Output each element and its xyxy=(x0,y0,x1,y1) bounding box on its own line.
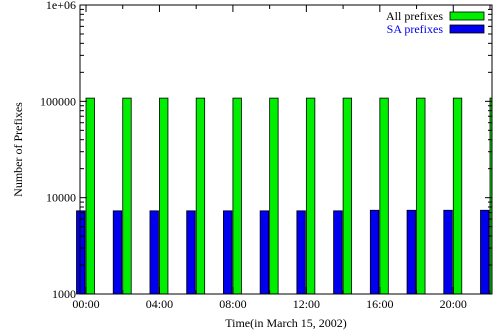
bar-all-prefixes xyxy=(343,98,352,294)
bar-all-prefixes xyxy=(233,98,242,294)
y-tick-label: 100000 xyxy=(40,94,76,108)
y-tick-label: 1e+06 xyxy=(46,0,76,12)
bar-sa-prefixes xyxy=(113,211,122,294)
legend-swatch xyxy=(450,25,484,33)
bar-sa-prefixes xyxy=(150,211,159,294)
bar-all-prefixes xyxy=(417,98,426,294)
y-axis-label: Number of Prefixes xyxy=(11,102,25,197)
bar-all-prefixes xyxy=(453,98,462,294)
legend-label: SA prefixes xyxy=(387,22,444,36)
bar-sa-prefixes xyxy=(407,210,416,294)
bar-sa-prefixes xyxy=(370,210,379,294)
y-tick-label: 10000 xyxy=(46,191,76,205)
bar-sa-prefixes xyxy=(223,211,232,294)
x-tick-label: 08:00 xyxy=(219,297,246,311)
bar-all-prefixes xyxy=(196,98,205,294)
bar-sa-prefixes xyxy=(444,210,453,294)
bar-all-prefixes xyxy=(306,98,315,294)
bar-all-prefixes xyxy=(270,98,279,294)
x-tick-label: 20:00 xyxy=(440,297,467,311)
bar-all-prefixes xyxy=(123,98,131,294)
bars-layer xyxy=(77,98,493,294)
x-axis-label: Time(in March 15, 2002) xyxy=(225,316,347,330)
bar-sa-prefixes xyxy=(297,211,306,294)
x-tick-label: 12:00 xyxy=(293,297,320,311)
bar-all-prefixes xyxy=(380,98,389,294)
x-tick-label: 16:00 xyxy=(366,297,393,311)
bar-sa-prefixes xyxy=(260,211,269,294)
bar-sa-prefixes xyxy=(187,211,196,294)
bar-sa-prefixes xyxy=(334,211,343,294)
bar-all-prefixes xyxy=(86,98,95,294)
x-tick-label: 00:00 xyxy=(72,297,99,311)
legend-label: All prefixes xyxy=(386,9,443,23)
bar-all-prefixes xyxy=(159,98,168,294)
bar-sa-prefixes xyxy=(77,211,86,294)
plot-frame xyxy=(80,5,492,294)
x-tick-label: 04:00 xyxy=(146,297,173,311)
legend-swatch xyxy=(450,12,484,20)
bar-sa-prefixes xyxy=(481,210,490,294)
